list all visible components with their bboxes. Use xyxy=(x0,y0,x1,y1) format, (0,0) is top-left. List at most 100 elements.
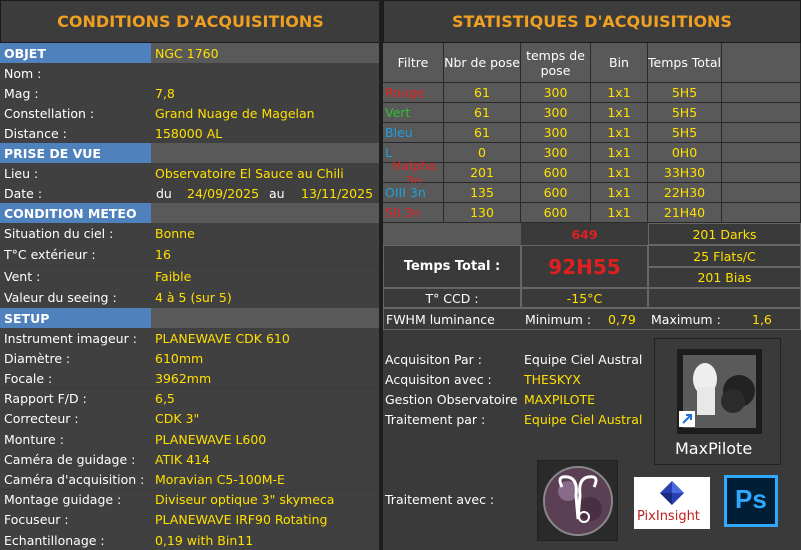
pixinsight-logo: PixInsight xyxy=(634,477,710,529)
setup-row-label: Monture : xyxy=(0,429,151,449)
fwhm-row: FWHM luminance Minimum : 0,79 Maximum : … xyxy=(383,308,801,330)
filter-row-blank xyxy=(722,183,801,203)
credit-label: Gestion Observatoire xyxy=(385,391,518,407)
filter-row-blank xyxy=(722,163,801,183)
setup-row-label: Montage guidage : xyxy=(0,489,151,510)
setup-row-value: 3962mm xyxy=(151,368,381,389)
pixinsight-logo-text: PixInsight xyxy=(637,509,700,524)
credit-value: Equipe Ciel Austral xyxy=(524,351,643,367)
obj-row-label: Constellation : xyxy=(0,103,151,123)
filter-row-total: 5H5 xyxy=(648,103,722,123)
setup-row-label: Focuseur : xyxy=(0,509,151,530)
credit-label: Traitement par : xyxy=(385,411,486,427)
filter-row-total: 33H30 xyxy=(648,163,722,183)
meteo-filler xyxy=(151,203,381,223)
fwhm-max-value: 1,6 xyxy=(752,312,772,327)
credit-value: THESKYX xyxy=(524,371,581,387)
meteo-row-label: Situation du ciel : xyxy=(0,223,151,244)
meteo-row-label: Vent : xyxy=(0,265,151,287)
ccd-filler xyxy=(648,288,801,308)
filter-row-filter: OIII 3n xyxy=(383,183,444,203)
setup-row-value: Moravian C5-100M-E xyxy=(151,469,381,490)
date-label: Date : xyxy=(0,183,151,203)
filter-row-n: 0 xyxy=(444,143,521,163)
fwhm-min-value: 0,79 xyxy=(608,312,636,327)
filter-row-n: 61 xyxy=(444,103,521,123)
filter-row-blank xyxy=(722,103,801,123)
meteo-row-value: 16 xyxy=(151,244,381,266)
filter-row-n: 61 xyxy=(444,83,521,103)
filter-row-bin: 1x1 xyxy=(591,183,648,203)
header-blank xyxy=(722,43,801,83)
filter-row-bin: 1x1 xyxy=(591,123,648,143)
filter-row-total: 5H5 xyxy=(648,83,722,103)
ccd-value: -15°C xyxy=(521,288,648,308)
total-time-value: 92H55 xyxy=(521,245,648,288)
filter-row-filter: SII 3n xyxy=(383,203,444,223)
setup-row-label: Instrument imageur : xyxy=(0,328,151,348)
meteo-row-label: T°C extérieur : xyxy=(0,244,151,266)
fwhm-min-label: Minimum : xyxy=(525,312,592,327)
treatment-with-label: Traitement avec : xyxy=(385,491,495,507)
credit-label: Acquisiton avec : xyxy=(385,371,492,387)
setup-row-label: Diamètre : xyxy=(0,348,151,369)
date-end: 13/11/2025 xyxy=(301,186,374,201)
setup-row-label: Caméra de guidage : xyxy=(0,449,151,470)
obj-row-label: Nom : xyxy=(0,63,151,83)
setup-row-value: CDK 3" xyxy=(151,408,381,429)
photoshop-logo-text: Ps xyxy=(735,484,767,514)
setup-row-value: 610mm xyxy=(151,348,381,369)
lieu-value: Observatoire El Sauce au Chili xyxy=(151,163,381,183)
filter-row-t: 300 xyxy=(521,123,591,143)
filter-row-t: 300 xyxy=(521,83,591,103)
obj-row-value xyxy=(151,63,381,83)
setup-row-value: PLANEWAVE L600 xyxy=(151,429,381,449)
setup-row-label: Echantillonage : xyxy=(0,530,151,550)
lieu-label: Lieu : xyxy=(0,163,151,183)
filter-row-filter: Vert xyxy=(383,103,444,123)
total-time-label: Temps Total : xyxy=(383,245,521,288)
credit-label: Acquisiton Par : xyxy=(385,351,482,367)
left-title: CONDITIONS D'ACQUISITIONS xyxy=(0,0,381,43)
bias-count: 201 Bias xyxy=(648,267,801,288)
total-poses: 649 xyxy=(521,223,648,245)
header-filtre: Filtre xyxy=(383,43,444,83)
filter-row-filter: Halpha 3n xyxy=(383,158,444,188)
fwhm-label: FWHM luminance xyxy=(386,312,495,327)
filter-row-t: 600 xyxy=(521,163,591,183)
flats-count: 25 Flats/C xyxy=(648,245,801,267)
date-start: 24/09/2025 xyxy=(187,186,260,201)
obj-row-value: Grand Nuage de Magelan xyxy=(151,103,381,123)
filter-row-bin: 1x1 xyxy=(591,83,648,103)
section-setup: SETUP xyxy=(0,308,151,328)
filter-row-t: 300 xyxy=(521,103,591,123)
setup-row-value: PLANEWAVE IRF90 Rotating xyxy=(151,509,381,530)
filter-row-total: 0H0 xyxy=(648,143,722,163)
filter-row-blank xyxy=(722,83,801,103)
section-condition-meteo: CONDITION METEO xyxy=(0,203,151,223)
ccd-label: T° CCD : xyxy=(383,288,521,308)
obj-row-value: 7,8 xyxy=(151,83,381,103)
section-objet: OBJET xyxy=(0,43,151,63)
maxpilote-logo: MaxPilote xyxy=(654,338,781,465)
objet-value: NGC 1760 xyxy=(151,43,381,63)
filter-row-t: 600 xyxy=(521,183,591,203)
date-value: du 24/09/2025 au 13/11/2025 xyxy=(151,183,381,203)
obj-row-label: Mag : xyxy=(0,83,151,103)
setup-row-value: 6,5 xyxy=(151,388,381,409)
filter-row-bin: 1x1 xyxy=(591,163,648,183)
photoshop-logo: Ps xyxy=(724,475,778,527)
prise-de-vue-filler xyxy=(151,143,381,163)
filter-row-n: 61 xyxy=(444,123,521,143)
filter-row-total: 21H40 xyxy=(648,203,722,223)
right-title: STATISTIQUES D'ACQUISITIONS xyxy=(383,0,801,43)
setup-row-label: Focale : xyxy=(0,368,151,389)
astro-software-logo xyxy=(537,460,618,541)
filter-row-blank xyxy=(722,123,801,143)
totals-blank-cell xyxy=(383,223,521,245)
setup-filler xyxy=(151,308,381,328)
section-prise-de-vue: PRISE DE VUE xyxy=(0,143,151,163)
filter-row-blank xyxy=(722,203,801,223)
filter-row-filter: L xyxy=(383,143,444,163)
header-temps-total: Temps Total xyxy=(648,43,722,83)
